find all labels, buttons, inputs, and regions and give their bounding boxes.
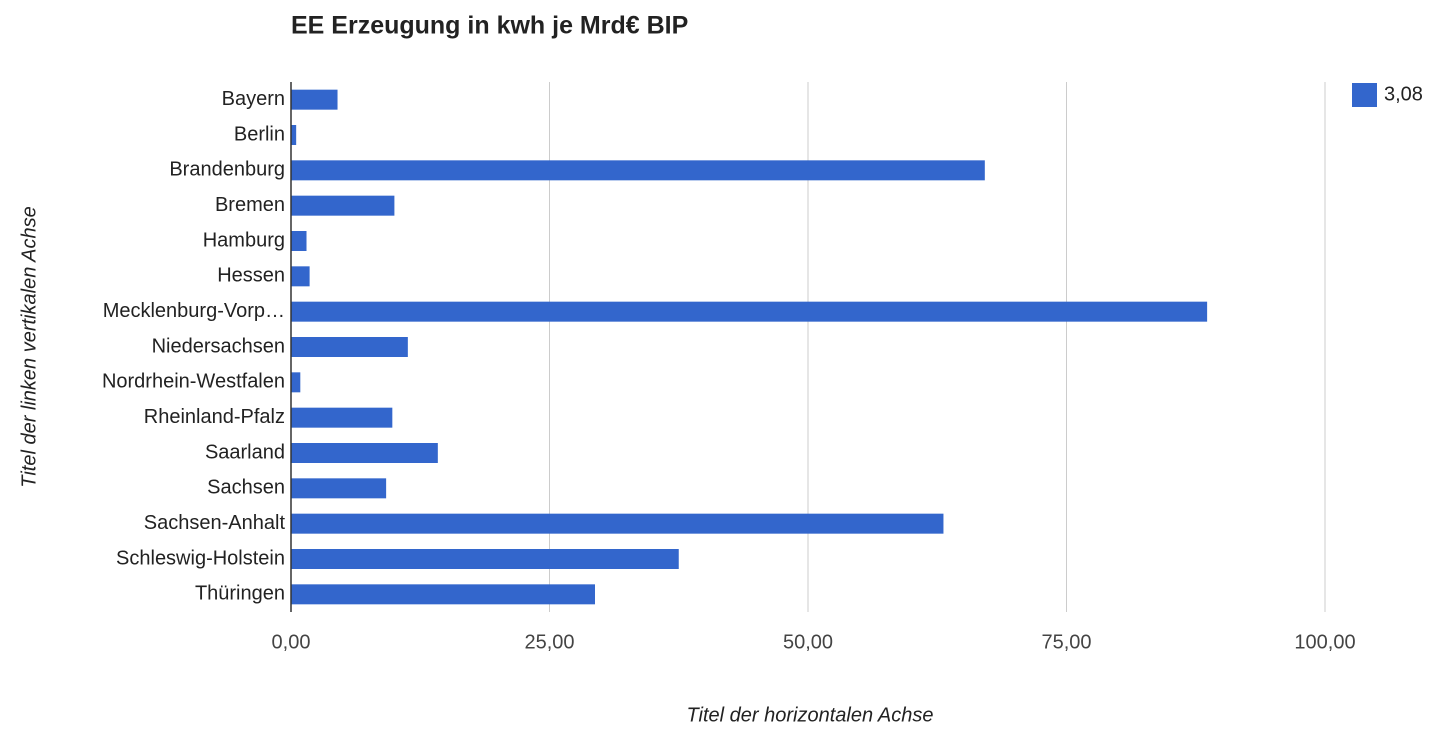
bar <box>291 443 438 463</box>
y-tick-label: Sachsen <box>207 477 285 499</box>
y-tick-label: Niedersachsen <box>152 335 285 357</box>
bar <box>291 407 393 428</box>
bar <box>291 89 338 110</box>
legend-label: 3,08 <box>1384 83 1423 105</box>
bar <box>291 337 408 357</box>
bar <box>291 584 595 605</box>
bar <box>291 125 297 145</box>
bar <box>291 513 944 534</box>
bar <box>291 301 1208 322</box>
y-tick-label: Saarland <box>205 441 285 463</box>
y-tick-label: Schleswig-Holstein <box>116 547 285 569</box>
x-tick-label: 25,00 <box>524 631 574 653</box>
x-tick-label: 50,00 <box>783 631 833 653</box>
chart-title: EE Erzeugung in kwh je Mrd€ BIP <box>291 12 688 40</box>
y-tick-label: Bayern <box>222 88 285 110</box>
bar <box>291 160 985 181</box>
y-tick-label: Sachsen-Anhalt <box>144 512 286 534</box>
y-tick-label: Rheinland-Pfalz <box>144 406 285 428</box>
y-tick-label: Nordrhein-Westfalen <box>102 371 285 393</box>
bar <box>291 266 310 287</box>
y-axis-title: Titel der linken vertikalen Achse <box>18 206 40 487</box>
y-tick-label: Hessen <box>217 265 285 287</box>
bar <box>291 195 395 216</box>
y-tick-label: Thüringen <box>195 583 285 605</box>
x-tick-label: 0,00 <box>272 631 311 653</box>
y-tick-label: Hamburg <box>203 229 285 251</box>
x-tick-label: 100,00 <box>1294 631 1355 653</box>
bar <box>291 478 387 499</box>
y-tick-label: Berlin <box>234 123 285 145</box>
bar <box>291 549 679 569</box>
x-tick-label: 75,00 <box>1041 631 1091 653</box>
bar <box>291 231 307 251</box>
y-tick-label: Bremen <box>215 194 285 216</box>
y-tick-label: Brandenburg <box>169 159 285 181</box>
y-tick-label: Mecklenburg-Vorp… <box>103 300 285 322</box>
bar <box>291 372 301 393</box>
x-axis-title: Titel der horizontalen Achse <box>687 704 934 726</box>
legend-swatch <box>1352 83 1377 107</box>
